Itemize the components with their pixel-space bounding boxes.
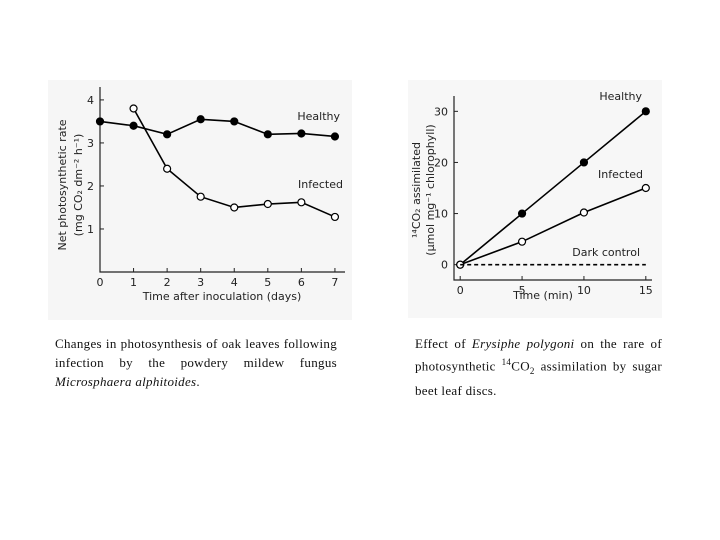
axes [453,96,652,281]
data-point [579,208,589,217]
y-tick-label: 4 [87,94,94,107]
x-tick-label: 10 [577,284,591,297]
y-axis-label: Net photosynthetic rate [56,119,69,250]
caption: Effect of Erysiphe polygoni on the rare … [415,334,662,400]
series-line [459,187,647,266]
caption-species: Microsphaera alphitoides [55,374,197,389]
caption-text: on the rare of photosynthetic [415,336,662,374]
caption-text: CO [511,358,530,374]
data-point [230,203,239,212]
x-tick-label: 0 [457,284,464,297]
y-tick-label: 0 [441,259,448,272]
caption-text: Changes in photosynthesis of oak leaves … [55,336,337,370]
data-point [263,130,272,139]
y-axis-label: (µmol mg⁻¹ chlorophyll) [424,124,437,255]
data-point [196,115,205,124]
data-point [196,192,205,201]
x-axis-label: Time (min) [512,289,573,302]
caption-species: Erysiphe polygoni [471,336,575,351]
x-tick-label: 2 [164,276,171,289]
x-tick-label: 0 [97,276,104,289]
series-line [99,118,336,138]
data-point [163,130,172,139]
caption-sub: 2 [529,365,535,376]
data-point [129,121,138,130]
data-point [95,117,105,126]
data-point [330,212,340,222]
x-axis-label: Time after inoculation (days) [142,290,302,303]
series-label: Infected [298,178,343,191]
x-tick-label: 6 [298,276,305,289]
x-tick-label: 15 [639,284,653,297]
data-point [163,164,172,173]
data-point [641,183,650,193]
data-point [517,237,527,246]
data-point [641,107,650,116]
x-tick-label: 3 [197,276,204,289]
caption-text: Effect of [415,336,472,351]
caption-super: 14 [501,357,512,367]
x-tick-label: 5 [264,276,271,289]
caption-text: . [196,374,200,389]
series-label: Infected [598,168,643,181]
series-label: Dark control [572,246,640,259]
y-tick-label: 2 [87,180,94,193]
caption: Changes in photosynthesis of oak leaves … [55,334,337,391]
data-point [129,104,138,113]
series-label: Healthy [297,110,340,123]
data-point [517,209,527,218]
y-axis-label: ¹⁴CO₂ assimilated [410,142,423,238]
caption-text: assimilation by sugar beet leaf discs. [415,358,663,398]
y-tick-label: 10 [434,208,448,221]
y-tick-label: 1 [87,223,94,236]
x-tick-label: 4 [231,276,238,289]
x-tick-label: 7 [331,276,338,289]
data-point [230,117,239,126]
data-point [297,129,306,138]
y-tick-label: 3 [87,137,94,150]
y-tick-label: 30 [434,105,448,118]
data-point [579,158,589,167]
data-point [263,199,272,209]
x-tick-label: 1 [130,276,137,289]
y-axis-label: (mg CO₂ dm⁻² h⁻¹) [72,134,85,237]
x-tick-label: 5 [519,284,526,297]
y-tick-label: 20 [434,156,448,169]
series-label: Healthy [599,90,642,103]
series-line [459,110,647,266]
data-point [297,198,306,207]
data-point [330,132,340,141]
